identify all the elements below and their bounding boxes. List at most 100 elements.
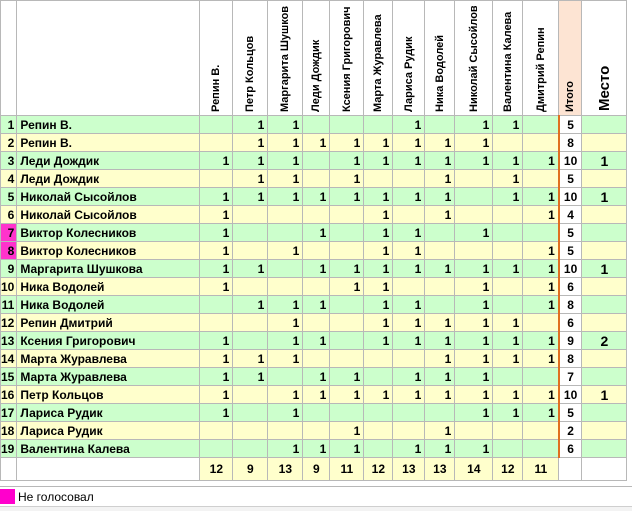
vote-cell[interactable]: 1 [232, 295, 269, 314]
vote-cell[interactable] [232, 223, 269, 242]
vote-cell[interactable] [392, 349, 426, 368]
participant-name-cell[interactable]: Маргарита Шушкова [16, 259, 201, 278]
vote-cell[interactable] [199, 115, 234, 134]
vote-cell[interactable]: 1 [232, 151, 269, 170]
place-cell[interactable] [581, 349, 628, 368]
vote-cell[interactable]: 1 [232, 133, 269, 152]
vote-cell[interactable]: 1 [392, 241, 426, 260]
sum-place-cell[interactable] [581, 457, 628, 481]
vote-cell[interactable] [302, 205, 331, 224]
vote-cell[interactable]: 1 [329, 439, 365, 458]
row-number[interactable]: 15 [0, 367, 18, 386]
column-sum-cell[interactable]: 12 [492, 457, 524, 481]
row-number[interactable]: 16 [0, 385, 18, 404]
vote-cell[interactable] [424, 277, 456, 296]
vote-cell[interactable]: 1 [454, 349, 494, 368]
column-sum-cell[interactable]: 13 [267, 457, 304, 481]
vote-cell[interactable] [302, 241, 331, 260]
participant-name-cell[interactable]: Валентина Калева [16, 439, 201, 458]
vote-cell[interactable] [363, 439, 394, 458]
total-cell[interactable]: 10 [558, 187, 583, 206]
vote-cell[interactable] [454, 205, 494, 224]
participant-name-cell[interactable]: Ника Водолей [16, 277, 201, 296]
vote-cell[interactable] [492, 133, 524, 152]
vote-cell[interactable]: 1 [267, 439, 304, 458]
vote-cell[interactable]: 1 [424, 187, 456, 206]
vote-cell[interactable] [199, 133, 234, 152]
vote-cell[interactable]: 1 [454, 277, 494, 296]
vote-cell[interactable]: 1 [329, 187, 365, 206]
total-cell[interactable]: 5 [558, 241, 583, 260]
vote-cell[interactable] [232, 403, 269, 422]
column-header[interactable]: Маргарита Шушкова [267, 0, 304, 116]
vote-cell[interactable]: 1 [267, 313, 304, 332]
vote-cell[interactable] [302, 169, 331, 188]
vote-cell[interactable]: 1 [329, 259, 365, 278]
vote-cell[interactable] [492, 439, 524, 458]
vote-cell[interactable] [232, 421, 269, 440]
vote-cell[interactable]: 1 [392, 151, 426, 170]
place-header[interactable]: Место [581, 0, 628, 116]
vote-cell[interactable] [329, 349, 365, 368]
vote-cell[interactable] [232, 439, 269, 458]
vote-cell[interactable]: 1 [302, 439, 331, 458]
vote-cell[interactable]: 1 [392, 259, 426, 278]
vote-cell[interactable] [454, 169, 494, 188]
place-cell[interactable] [581, 277, 628, 296]
vote-cell[interactable] [302, 421, 331, 440]
vote-cell[interactable] [392, 403, 426, 422]
column-sum-cell[interactable]: 12 [199, 457, 234, 481]
vote-cell[interactable]: 1 [232, 115, 269, 134]
vote-cell[interactable] [329, 313, 365, 332]
vote-cell[interactable]: 1 [329, 169, 365, 188]
place-cell[interactable] [581, 205, 628, 224]
vote-cell[interactable] [522, 223, 560, 242]
vote-cell[interactable]: 1 [392, 187, 426, 206]
vote-cell[interactable]: 1 [267, 295, 304, 314]
vote-cell[interactable]: 1 [199, 187, 234, 206]
column-sum-cell[interactable]: 12 [363, 457, 394, 481]
vote-cell[interactable]: 1 [392, 295, 426, 314]
row-number[interactable]: 2 [0, 133, 18, 152]
vote-cell[interactable] [329, 223, 365, 242]
vote-cell[interactable] [492, 367, 524, 386]
vote-cell[interactable]: 1 [454, 403, 494, 422]
column-header[interactable]: Николай Сысойлов [454, 0, 494, 116]
row-number[interactable]: 7 [0, 223, 18, 242]
vote-cell[interactable]: 1 [492, 187, 524, 206]
vote-cell[interactable] [302, 277, 331, 296]
place-cell[interactable] [581, 241, 628, 260]
vote-cell[interactable]: 1 [424, 331, 456, 350]
vote-cell[interactable]: 1 [199, 349, 234, 368]
vote-cell[interactable]: 1 [363, 295, 394, 314]
vote-cell[interactable]: 1 [522, 331, 560, 350]
total-cell[interactable]: 4 [558, 205, 583, 224]
vote-cell[interactable] [232, 385, 269, 404]
vote-cell[interactable]: 1 [329, 133, 365, 152]
row-number[interactable]: 18 [0, 421, 18, 440]
vote-cell[interactable] [267, 259, 304, 278]
vote-cell[interactable] [329, 115, 365, 134]
vote-cell[interactable] [454, 241, 494, 260]
total-cell[interactable]: 5 [558, 115, 583, 134]
vote-cell[interactable]: 1 [454, 367, 494, 386]
column-header[interactable]: Ксения Григорович [329, 0, 365, 116]
vote-cell[interactable]: 1 [302, 223, 331, 242]
place-cell[interactable] [581, 421, 628, 440]
vote-cell[interactable]: 1 [454, 133, 494, 152]
vote-cell[interactable]: 1 [267, 385, 304, 404]
row-number[interactable]: 19 [0, 439, 18, 458]
vote-cell[interactable] [363, 367, 394, 386]
vote-cell[interactable]: 1 [522, 205, 560, 224]
vote-cell[interactable] [392, 277, 426, 296]
vote-cell[interactable]: 1 [392, 115, 426, 134]
place-cell[interactable]: 1 [581, 187, 628, 206]
row-number[interactable]: 4 [0, 169, 18, 188]
vote-cell[interactable] [232, 241, 269, 260]
vote-cell[interactable] [363, 349, 394, 368]
vote-cell[interactable]: 1 [424, 151, 456, 170]
vote-cell[interactable]: 1 [363, 133, 394, 152]
vote-cell[interactable]: 1 [392, 313, 426, 332]
vote-cell[interactable]: 1 [454, 385, 494, 404]
vote-cell[interactable] [302, 349, 331, 368]
